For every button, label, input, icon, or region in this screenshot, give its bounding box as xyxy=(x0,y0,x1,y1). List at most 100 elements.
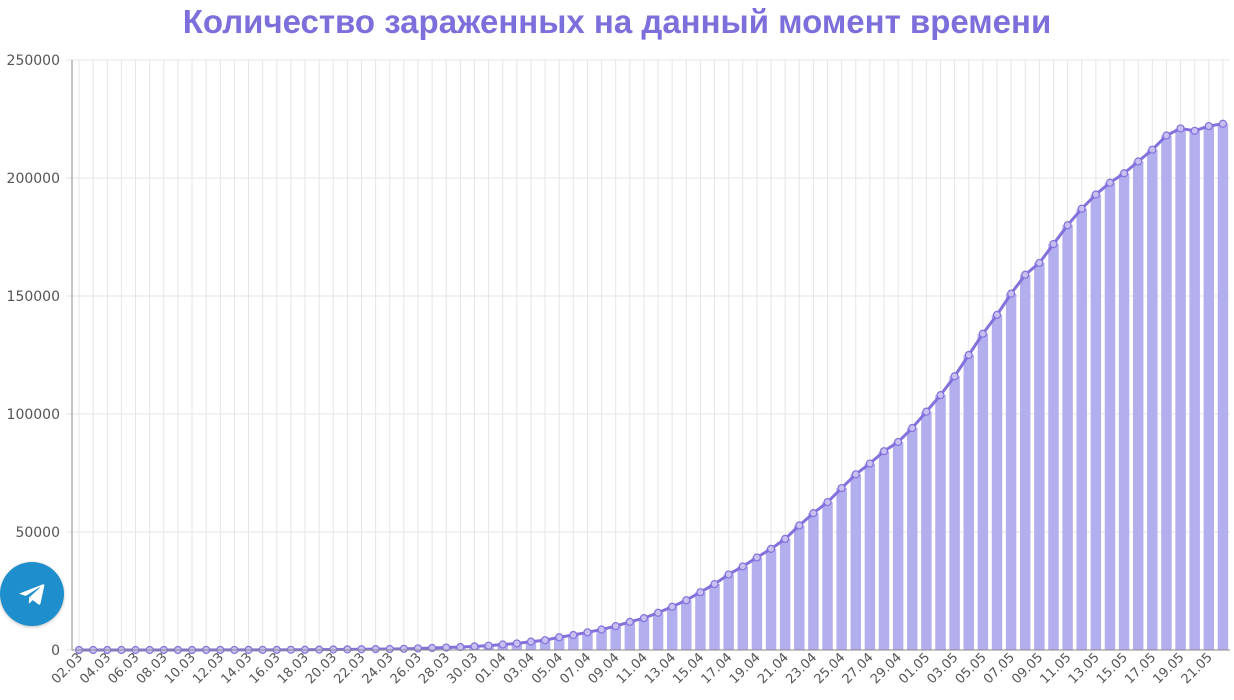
data-point xyxy=(865,459,874,468)
bar xyxy=(765,548,777,650)
data-point xyxy=(724,570,733,579)
data-point xyxy=(385,644,394,654)
bar xyxy=(977,333,989,650)
x-tick-label: 01.04 xyxy=(473,650,510,687)
data-point xyxy=(1035,258,1044,268)
data-point xyxy=(540,636,550,645)
bar xyxy=(1203,126,1215,650)
data-point xyxy=(908,423,917,433)
y-tick-label: 0 xyxy=(51,643,60,659)
data-point xyxy=(936,391,945,400)
data-point xyxy=(922,407,931,416)
data-point xyxy=(357,645,366,654)
x-tick-label: 27.04 xyxy=(840,650,877,687)
data-point xyxy=(766,544,776,553)
x-tick-label: 14.03 xyxy=(218,650,255,687)
data-point xyxy=(569,630,578,640)
bar xyxy=(1161,135,1172,650)
data-point xyxy=(611,621,620,631)
x-tick-label: 21.05 xyxy=(1179,650,1216,687)
bar xyxy=(836,488,847,650)
bar xyxy=(1147,149,1158,650)
data-point xyxy=(1119,169,1129,178)
bar xyxy=(737,566,749,650)
x-tick-label: 19.05 xyxy=(1150,650,1187,687)
data-point xyxy=(526,637,536,646)
x-tick-label: 10.03 xyxy=(162,650,199,687)
x-tick-label: 15.04 xyxy=(670,650,707,687)
data-point xyxy=(851,470,860,479)
x-tick-label: 11.05 xyxy=(1038,650,1075,687)
data-point xyxy=(781,534,790,543)
x-tick-label: 22.03 xyxy=(331,650,368,687)
data-point xyxy=(1077,204,1086,213)
bar xyxy=(723,574,734,650)
data-point xyxy=(668,602,677,611)
data-point xyxy=(413,644,423,653)
y-axis-ticks: 0 50000 100000 150000 200000 250000 xyxy=(7,53,60,659)
y-tick-label: 100000 xyxy=(7,407,60,423)
x-tick-label: 09.05 xyxy=(1009,650,1046,687)
x-tick-label: 07.04 xyxy=(557,650,594,687)
bar xyxy=(1189,130,1200,651)
x-tick-label: 28.03 xyxy=(416,650,453,687)
bar xyxy=(935,395,946,650)
bar xyxy=(525,641,537,650)
bar xyxy=(822,502,833,650)
data-point xyxy=(512,639,521,648)
x-tick-label: 12.03 xyxy=(190,650,227,687)
bar xyxy=(963,355,974,650)
x-tick-label: 17.05 xyxy=(1122,650,1159,687)
chart-title: Количество зараженных на данный момент в… xyxy=(182,3,1052,40)
data-point xyxy=(371,645,380,654)
bar xyxy=(1076,208,1087,650)
bar xyxy=(1048,244,1059,650)
x-tick-label: 29.04 xyxy=(868,650,905,687)
x-tick-label: 01.05 xyxy=(896,650,933,687)
data-point xyxy=(837,483,846,493)
bar xyxy=(1034,262,1045,650)
x-tick-label: 03.05 xyxy=(925,650,962,687)
x-tick-label: 08.03 xyxy=(134,650,171,687)
bar xyxy=(695,592,706,650)
axes xyxy=(71,60,1230,651)
x-tick-label: 18.03 xyxy=(275,650,312,687)
x-tick-label: 09.04 xyxy=(586,650,623,687)
bar xyxy=(1020,274,1031,650)
bar xyxy=(907,428,918,650)
bar xyxy=(582,632,593,650)
x-tick-label: 06.03 xyxy=(105,650,142,687)
bar xyxy=(1175,128,1186,650)
bar xyxy=(553,637,565,650)
data-point xyxy=(879,447,889,456)
data-point xyxy=(992,310,1002,319)
data-point xyxy=(950,372,959,381)
data-point xyxy=(653,608,663,617)
bar xyxy=(864,463,876,650)
bar xyxy=(878,451,890,650)
telegram-share-button[interactable] xyxy=(0,562,64,626)
x-tick-label: 16.03 xyxy=(247,650,284,687)
x-tick-label: 13.05 xyxy=(1066,650,1103,687)
bar xyxy=(596,629,607,650)
x-tick-label: 04.03 xyxy=(77,650,114,687)
x-tick-label: 23.04 xyxy=(783,650,820,687)
data-point xyxy=(583,628,592,637)
bar xyxy=(1062,225,1073,650)
data-point xyxy=(1148,145,1157,154)
y-tick-label: 150000 xyxy=(7,289,60,305)
bar xyxy=(681,600,692,650)
bar xyxy=(751,557,763,650)
data-point xyxy=(1049,239,1058,249)
bar xyxy=(921,411,932,650)
bar xyxy=(1005,293,1017,650)
bar xyxy=(779,538,791,650)
x-tick-label: 30.03 xyxy=(444,650,481,687)
data-point xyxy=(738,562,747,571)
data-point xyxy=(1218,119,1228,128)
x-tick-label: 17.04 xyxy=(699,650,736,687)
data-point xyxy=(555,633,564,642)
data-point xyxy=(809,509,818,518)
x-tick-label: 13.04 xyxy=(642,650,679,687)
bar xyxy=(1118,173,1130,650)
